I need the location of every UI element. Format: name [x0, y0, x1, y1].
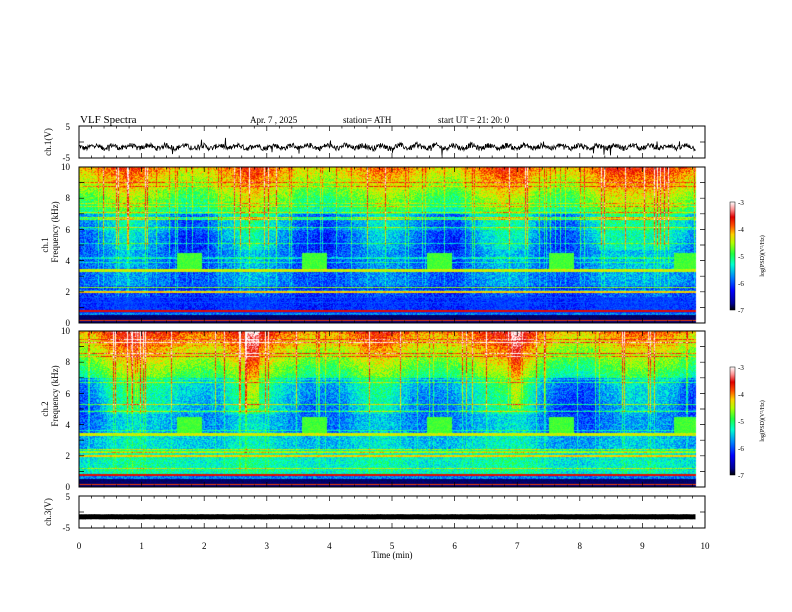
- tick-marks: [78, 125, 706, 159]
- ch1-waveform-frame: [78, 125, 706, 159]
- time-axis-tick-labels: 0 1 2 3 4 5 6 7 8 9 10: [77, 541, 710, 551]
- ch2-colorbar-tick-5: -5: [738, 418, 744, 426]
- xtick-label-5: 5: [390, 541, 395, 551]
- xtick-label-4: 4: [327, 541, 332, 551]
- ch1-waveform-trace: [78, 137, 696, 156]
- ch2-colorbar-tick-4: -4: [738, 391, 744, 399]
- ch3-waveform-ticks: [78, 495, 706, 529]
- ch2-colorbar-tick-6: -6: [738, 445, 744, 453]
- ch3-ytick-top: 5: [66, 492, 71, 502]
- ch1-spectrogram-panel: 0 2 4 6 8 10 ch.1 Frequency (kHz): [40, 162, 706, 328]
- ch1-colorbar: -3 -4 -5 -6 -7 log(PSD)(V²/Hz): [729, 199, 766, 315]
- ch1-waveform-panel: 5 -5 ch.1(V): [43, 122, 706, 163]
- ch2-spectrogram-ticks: [78, 330, 706, 488]
- date-label: Apr. 7 , 2025: [250, 115, 298, 125]
- ch1-ytick-2: 2: [66, 287, 71, 297]
- ch1-waveform-ticks: [78, 125, 706, 159]
- ch3-waveform-panel: 5 -5 ch.3(V): [43, 492, 706, 533]
- ch1-colorbar-label: log(PSD)(V²/Hz): [759, 235, 766, 276]
- ch1-waveform-ylabel: ch.1(V): [43, 128, 53, 156]
- xtick-label-0: 0: [77, 541, 82, 551]
- xtick-label-10: 10: [701, 541, 711, 551]
- ch2-colorbar-label: log(PSD)(V²/Hz): [759, 400, 766, 441]
- ch2-ytick-2: 2: [66, 451, 71, 461]
- ch1-colorbar-tick-4: -4: [738, 226, 744, 234]
- ch2-spectrogram-heatmap: [79, 331, 705, 487]
- ch1-spectrogram-ticks: [78, 166, 706, 324]
- time-axis-label: Time (min): [372, 550, 413, 560]
- ch2-spectrogram-ylabel-channel: ch.2: [40, 401, 50, 416]
- ch1-ytick-8: 8: [66, 193, 71, 203]
- xtick-label-6: 6: [452, 541, 457, 551]
- ch1-ytick-10: 10: [61, 162, 71, 172]
- ch1-spectrogram-ylabel-frequency: Frequency (kHz): [50, 201, 60, 262]
- ch1-spectrogram-ylabel-channel: ch.1: [40, 237, 50, 252]
- ch2-spectrogram-image-holder: [79, 331, 705, 487]
- figure-title: VLF Spectra: [80, 114, 137, 126]
- ch2-colorbar: -3 -4 -5 -6 -7 log(PSD)(V²/Hz): [729, 364, 766, 480]
- station-label: station= ATH: [343, 115, 392, 125]
- ch2-ytick-6: 6: [66, 389, 71, 399]
- tick-marks: [78, 166, 706, 324]
- ch1-ytick-6: 6: [66, 225, 71, 235]
- ch1-ytick-0: 0: [66, 318, 71, 328]
- xtick-label-2: 2: [202, 541, 207, 551]
- ch1-colorbar-tick-6: -6: [738, 280, 744, 288]
- ch2-spectrogram-ylabel-frequency: Frequency (kHz): [50, 365, 60, 426]
- ch1-colorbar-scale: [729, 201, 736, 311]
- ch2-colorbar-tick-7: -7: [738, 472, 744, 480]
- ch1-spectrogram-image-holder: [79, 167, 705, 323]
- ch1-ytick-4: 4: [66, 256, 71, 266]
- ch2-ytick-8: 8: [66, 357, 71, 367]
- ch2-colorbar-tick-3: -3: [738, 364, 744, 372]
- ch1-spectrogram-heatmap: [79, 167, 705, 323]
- ch2-ytick-0: 0: [66, 482, 71, 492]
- xtick-label-1: 1: [139, 541, 144, 551]
- ch2-ytick-4: 4: [66, 420, 71, 430]
- ch2-spectrogram-panel: 0 2 4 6 8 10 ch.2 Frequency (kHz): [40, 326, 706, 492]
- ch3-waveform-frame: [78, 495, 706, 529]
- tick-marks: [78, 330, 706, 488]
- ch1-colorbar-tick-7: -7: [738, 307, 744, 315]
- xtick-label-3: 3: [265, 541, 270, 551]
- xtick-label-9: 9: [640, 541, 645, 551]
- ch2-ytick-10: 10: [61, 326, 71, 336]
- start-time-label: start UT = 21: 20: 0: [438, 115, 510, 125]
- ch2-colorbar-scale: [729, 366, 736, 476]
- ch1-ytick-top: 5: [66, 122, 71, 132]
- ch1-ytick-bottom: -5: [63, 153, 71, 163]
- ch1-colorbar-tick-3: -3: [738, 199, 744, 207]
- ch1-colorbar-tick-5: -5: [738, 253, 744, 261]
- ch3-ytick-bottom: -5: [63, 523, 71, 533]
- xtick-label-8: 8: [578, 541, 583, 551]
- ch3-waveform-ylabel: ch.3(V): [43, 498, 53, 526]
- xtick-label-7: 7: [515, 541, 520, 551]
- tick-marks: [78, 495, 706, 529]
